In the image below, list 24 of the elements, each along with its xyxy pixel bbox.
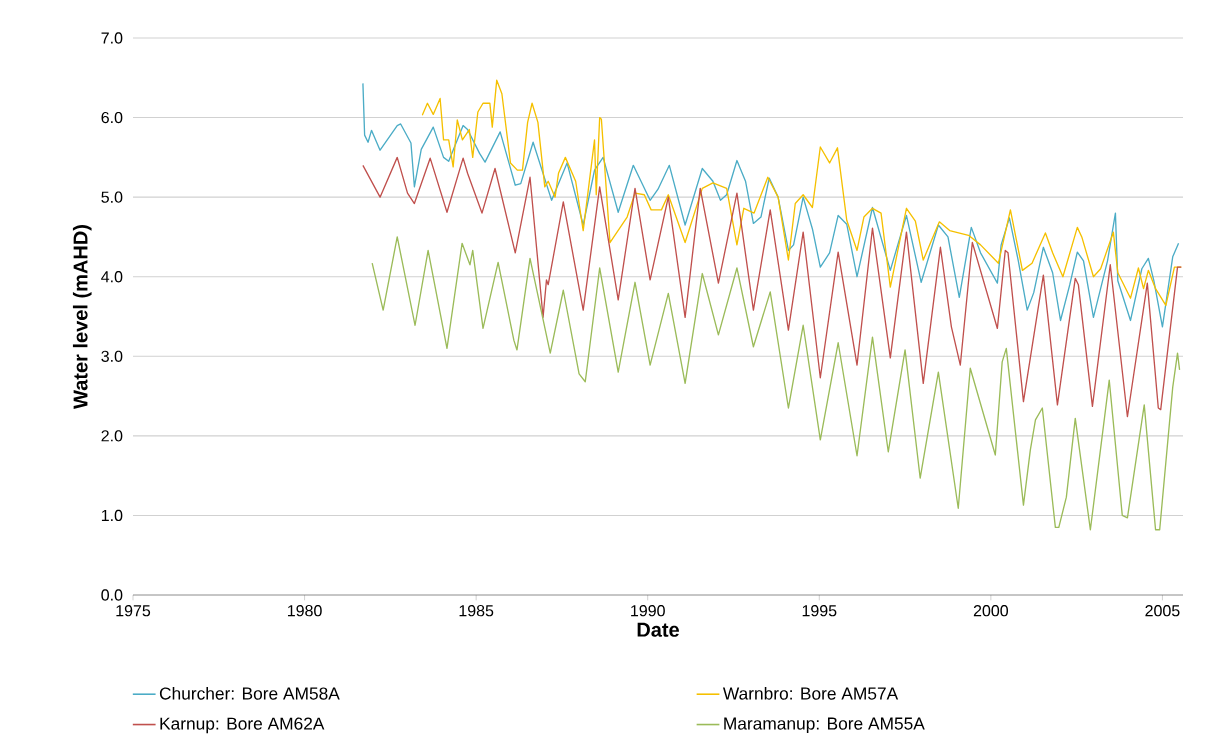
legend-label: Churcher: Bore AM58A <box>159 686 340 700</box>
line-series <box>371 236 1181 531</box>
legend-label: Maramanup: Bore AM55A <box>724 717 925 734</box>
y-tick-label: 7.0 <box>101 32 123 44</box>
y-tick-label: 3.0 <box>101 350 123 362</box>
y-tick-label: 5.0 <box>101 191 123 203</box>
x-tick-label: 1985 <box>459 605 494 617</box>
x-tick-label: 1995 <box>802 605 837 617</box>
y-tick-label: 2.0 <box>101 430 123 442</box>
x-tick-label: 2000 <box>973 605 1009 617</box>
line-series <box>362 156 1182 418</box>
y-axis-title: Water level (mAHD) <box>72 225 92 409</box>
line-series <box>362 82 1180 328</box>
x-tick-label: 2005 <box>1145 605 1180 617</box>
y-tick-label: 6.0 <box>101 111 123 124</box>
x-axis-title: Date <box>637 622 679 637</box>
x-tick-label: 1990 <box>631 605 665 617</box>
y-tick-label: 1.0 <box>101 509 123 522</box>
legend-label: Karnup: Bore AM62A <box>160 717 325 734</box>
x-tick-label: 1975 <box>116 605 151 617</box>
x-tick-label: 1980 <box>287 605 322 617</box>
y-tick-label: 0.0 <box>101 589 123 601</box>
legend-label: Warnbro: Bore AM57A <box>722 686 899 700</box>
y-tick-label: 4.0 <box>101 271 123 283</box>
